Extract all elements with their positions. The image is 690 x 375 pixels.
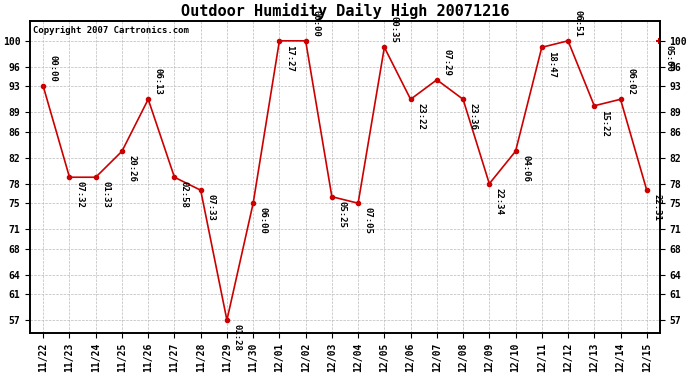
Text: 18:47: 18:47 [547, 51, 556, 78]
Text: 07:29: 07:29 [442, 49, 451, 76]
Title: Outdoor Humidity Daily High 20071216: Outdoor Humidity Daily High 20071216 [181, 3, 509, 19]
Text: 05:25: 05:25 [337, 201, 346, 228]
Text: 06:02: 06:02 [626, 68, 635, 95]
Text: 06:13: 06:13 [154, 68, 163, 95]
Text: 23:22: 23:22 [416, 104, 425, 130]
Text: 06:51: 06:51 [573, 10, 582, 37]
Text: 04:06: 04:06 [521, 155, 530, 182]
Text: 07:32: 07:32 [75, 182, 84, 208]
Text: 15:22: 15:22 [600, 110, 609, 137]
Text: 05:00: 05:00 [664, 45, 673, 72]
Text: 01:33: 01:33 [101, 182, 110, 208]
Text: 07:05: 07:05 [364, 207, 373, 234]
Text: 07:33: 07:33 [206, 194, 215, 221]
Text: 17:27: 17:27 [285, 45, 294, 72]
Text: 02:58: 02:58 [180, 182, 189, 208]
Text: Copyright 2007 Cartronics.com: Copyright 2007 Cartronics.com [33, 26, 189, 35]
Text: 00:35: 00:35 [390, 16, 399, 43]
Text: 22:31: 22:31 [652, 194, 661, 221]
Text: 23:36: 23:36 [469, 104, 477, 130]
Text: 22:34: 22:34 [495, 188, 504, 215]
Text: 00:00: 00:00 [49, 55, 58, 82]
Text: 06:00: 06:00 [259, 207, 268, 234]
Text: 01:28: 01:28 [233, 324, 241, 351]
Text: 20:26: 20:26 [128, 155, 137, 182]
Text: 00:00: 00:00 [311, 10, 320, 37]
